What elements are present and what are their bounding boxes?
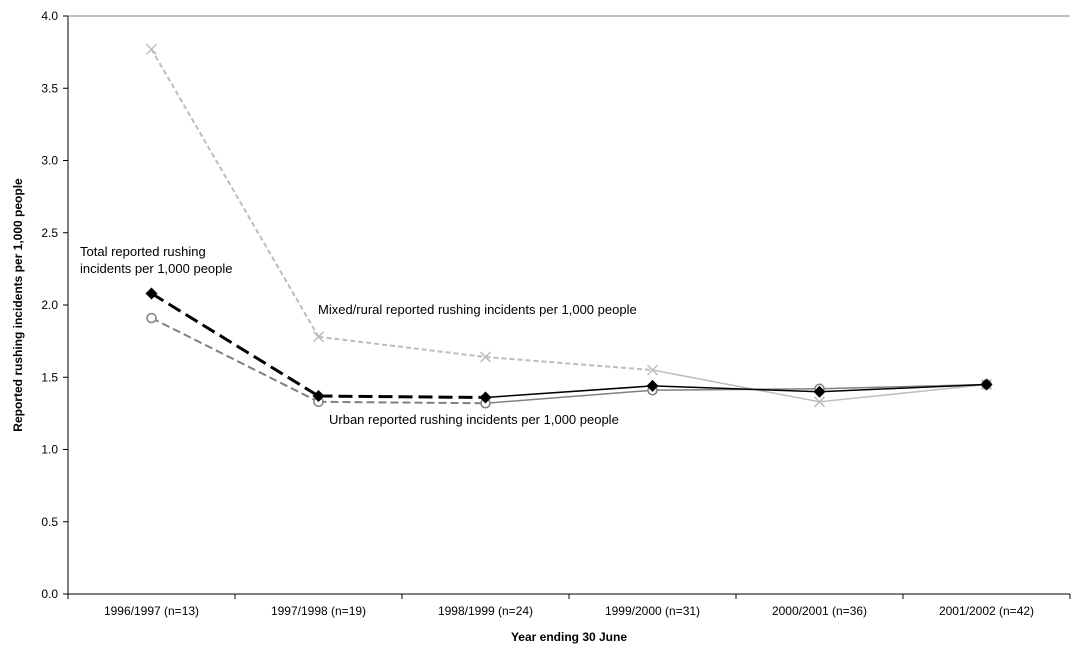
x-tick-label: 2001/2002 (n=42): [939, 604, 1034, 618]
series-line-segment: [151, 317, 319, 403]
y-tick-label: 0.5: [41, 515, 58, 529]
annotation-total-line1: Total reported rushing: [80, 244, 206, 259]
x-tick-label: 2000/2001 (n=36): [772, 604, 867, 618]
data-point-diamond-marker: [646, 379, 659, 392]
series-line-segment: [485, 389, 653, 405]
series-line-segment: [318, 394, 486, 399]
series-0: [145, 43, 993, 408]
annotation-mixed: Mixed/rural reported rushing incidents p…: [318, 302, 637, 317]
series-line-segment: [485, 385, 653, 399]
series-line-segment: [150, 48, 320, 338]
series-2: [145, 287, 993, 404]
series-line-segment: [652, 385, 820, 393]
data-point-diamond-marker: [980, 378, 993, 391]
y-tick-label: 4.0: [41, 9, 58, 23]
series-line-segment: [318, 400, 486, 405]
y-axis-title: Reported rushing incidents per 1,000 peo…: [11, 178, 25, 432]
y-tick-label: 3.0: [41, 154, 58, 168]
data-point-x-marker: [813, 396, 826, 408]
y-tick-label: 1.5: [41, 370, 58, 384]
annotation-total-line2: incidents per 1,000 people: [80, 261, 233, 276]
y-tick-label: 0.0: [41, 587, 58, 601]
annotation-urban: Urban reported rushing incidents per 1,0…: [329, 412, 619, 427]
y-tick-label: 1.0: [41, 443, 58, 457]
data-point-diamond-marker: [145, 287, 158, 300]
series-line-segment: [819, 383, 987, 393]
x-tick-label: 1997/1998 (n=19): [271, 604, 366, 618]
y-axis-ticks: 0.0 0.5 1.0 1.5 2.0 2.5 3.0 3.5 4.0: [41, 9, 68, 601]
series-1: [146, 312, 992, 409]
chart-series: [145, 43, 993, 409]
data-point-diamond-marker: [813, 385, 826, 398]
y-tick-label: 2.0: [41, 298, 58, 312]
series-line-segment: [318, 335, 486, 359]
y-tick-label: 2.5: [41, 226, 58, 240]
data-point-diamond-marker: [312, 390, 325, 403]
data-point-diamond-marker: [479, 391, 492, 404]
series-line-segment: [485, 356, 653, 372]
x-tick-label: 1998/1999 (n=24): [438, 604, 533, 618]
series-line-segment: [652, 369, 820, 403]
data-point-circle-marker: [146, 312, 157, 324]
series-line-segment: [819, 383, 987, 403]
series-line-segment: [150, 292, 320, 398]
data-point-x-marker: [312, 331, 325, 343]
data-point-x-marker: [646, 364, 659, 376]
x-tick-label: 1999/2000 (n=31): [605, 604, 700, 618]
x-axis-ticks: 1996/1997 (n=13) 1997/1998 (n=19) 1998/199…: [67, 594, 1071, 618]
x-axis-title: Year ending 30 June: [511, 630, 627, 644]
x-tick-label: 1996/1997 (n=13): [104, 604, 199, 618]
y-tick-label: 3.5: [41, 81, 58, 95]
data-point-x-marker: [479, 351, 492, 363]
data-point-x-marker: [145, 43, 158, 55]
